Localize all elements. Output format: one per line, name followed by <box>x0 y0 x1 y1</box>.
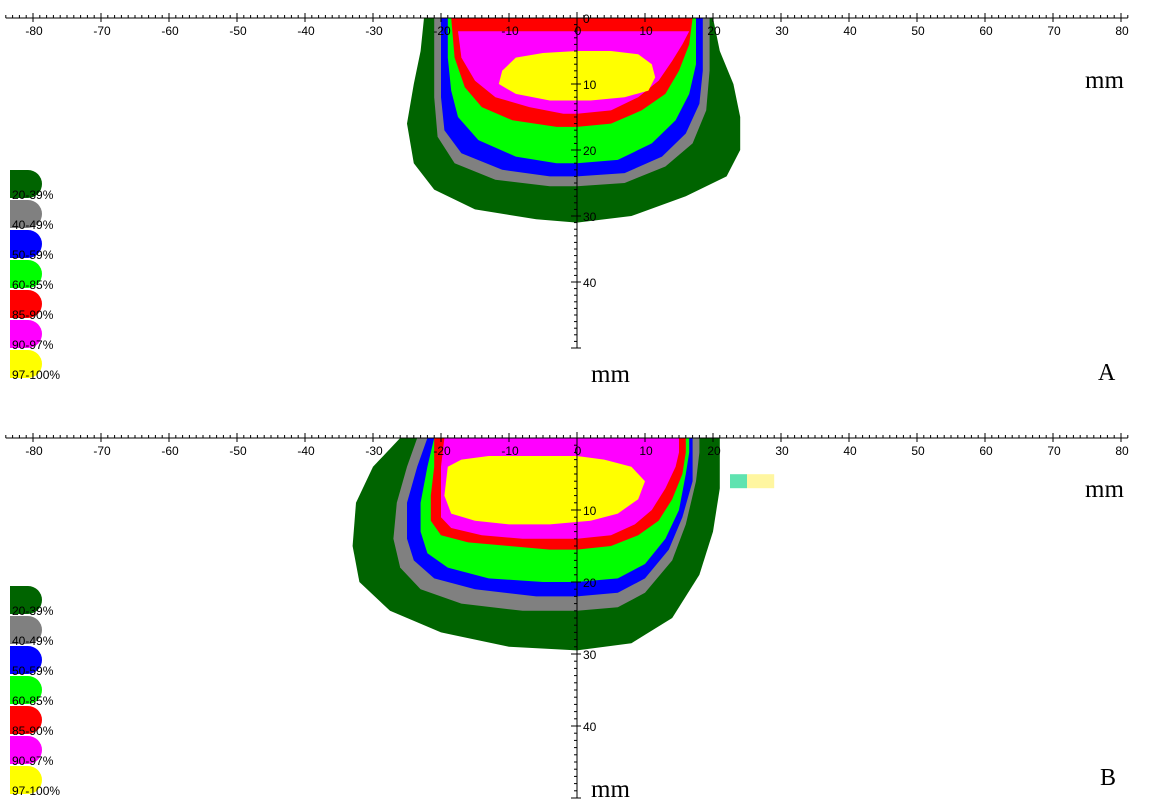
legend-swatch <box>10 676 42 704</box>
legend-label: 20-39% <box>12 604 54 618</box>
artifact-swatch <box>730 474 747 489</box>
y-tick-label: 30 <box>583 648 597 662</box>
panel-letter: B <box>1100 765 1116 791</box>
legend-swatch <box>10 586 42 614</box>
y-tick-label: 20 <box>583 576 597 590</box>
x-tick-label: 20 <box>707 24 721 38</box>
legend-label: 50-59% <box>12 248 54 262</box>
y-tick-label: 30 <box>583 210 597 224</box>
x-tick-label: -60 <box>161 24 179 38</box>
legend-label: 85-90% <box>12 724 54 738</box>
legend-swatch <box>10 646 42 674</box>
x-tick-label: -50 <box>229 444 247 458</box>
x-tick-label: 60 <box>979 444 993 458</box>
x-tick-label: 30 <box>775 444 789 458</box>
x-tick-label: 80 <box>1115 24 1129 38</box>
x-tick-label: 80 <box>1115 444 1129 458</box>
legend-label: 40-49% <box>12 634 54 648</box>
legend-swatch <box>10 350 42 378</box>
y-unit-label: mm <box>591 776 630 803</box>
legend-label: 20-39% <box>12 188 54 202</box>
x-tick-label: 30 <box>775 24 789 38</box>
x-tick-label: 0 <box>575 444 582 458</box>
x-tick-label: 50 <box>911 24 925 38</box>
x-tick-label: -10 <box>501 444 519 458</box>
legend-label: 90-97% <box>12 754 54 768</box>
legend-swatch <box>10 706 42 734</box>
x-unit-label: mm <box>1085 476 1124 503</box>
x-tick-label: 0 <box>575 24 582 38</box>
legend-label: 97-100% <box>12 784 60 798</box>
legend-label: 90-97% <box>12 338 54 352</box>
x-tick-label: -40 <box>297 444 315 458</box>
legend-swatch <box>10 290 42 318</box>
x-tick-label: -40 <box>297 24 315 38</box>
legend-swatch <box>10 320 42 348</box>
x-tick-label: -60 <box>161 444 179 458</box>
legend-swatch <box>10 260 42 288</box>
y-tick-label: 20 <box>583 144 597 158</box>
legend-label: 60-85% <box>12 278 54 292</box>
y-tick-label: 0 <box>583 12 590 26</box>
x-tick-label: 40 <box>843 24 857 38</box>
x-tick-label: 50 <box>911 444 925 458</box>
x-tick-label: -20 <box>433 444 451 458</box>
legend-label: 60-85% <box>12 694 54 708</box>
x-tick-label: 60 <box>979 24 993 38</box>
y-tick-label: 40 <box>583 276 597 290</box>
panel-letter: A <box>1098 360 1116 386</box>
legend-swatch <box>10 736 42 764</box>
legend: 20-39% 40-49% 50-59% 60-85% 85-90% 90-97% 97-1… <box>10 586 60 798</box>
panel-b: -80 -70 -60 -50 -40 -30 -20 -10 0 10 20 30 40 50 60 70 8… <box>5 432 1129 803</box>
x-tick-label: 70 <box>1047 24 1061 38</box>
legend-swatch <box>10 766 42 794</box>
legend-label: 40-49% <box>12 218 54 232</box>
legend-swatch <box>10 616 42 644</box>
x-tick-label: -50 <box>229 24 247 38</box>
x-unit-label: mm <box>1085 67 1124 94</box>
legend-label: 85-90% <box>12 308 54 322</box>
artifact-swatch <box>747 474 775 489</box>
x-tick-label: 10 <box>639 444 653 458</box>
y-tick-label: 40 <box>583 720 597 734</box>
x-tick-label: 40 <box>843 444 857 458</box>
x-tick-label: -30 <box>365 24 383 38</box>
panel-a: -80 -70 -60 -50 -40 -30 -20 -10 0 10 20 30 40 50 60 70 8… <box>5 12 1129 388</box>
y-tick-label: 10 <box>583 504 597 518</box>
legend-label: 50-59% <box>12 664 54 678</box>
y-unit-label: mm <box>591 361 630 388</box>
x-tick-label: 20 <box>707 444 721 458</box>
isodose-region-97-100pct <box>444 456 645 525</box>
x-tick-label: -80 <box>25 444 43 458</box>
legend-swatch <box>10 200 42 228</box>
x-tick-label: -10 <box>501 24 519 38</box>
x-tick-label: -70 <box>93 444 111 458</box>
y-tick-label: 10 <box>583 78 597 92</box>
x-tick-label: 70 <box>1047 444 1061 458</box>
x-tick-label: -80 <box>25 24 43 38</box>
legend-label: 97-100% <box>12 368 60 382</box>
x-tick-label: -30 <box>365 444 383 458</box>
legend-swatch <box>10 230 42 258</box>
x-tick-label: -70 <box>93 24 111 38</box>
legend-swatch <box>10 170 42 198</box>
legend: 20-39% 40-49% 50-59% 60-85% 85-90% 90-97% 97-1… <box>10 170 60 382</box>
x-tick-label: -20 <box>433 24 451 38</box>
x-tick-label: 10 <box>639 24 653 38</box>
